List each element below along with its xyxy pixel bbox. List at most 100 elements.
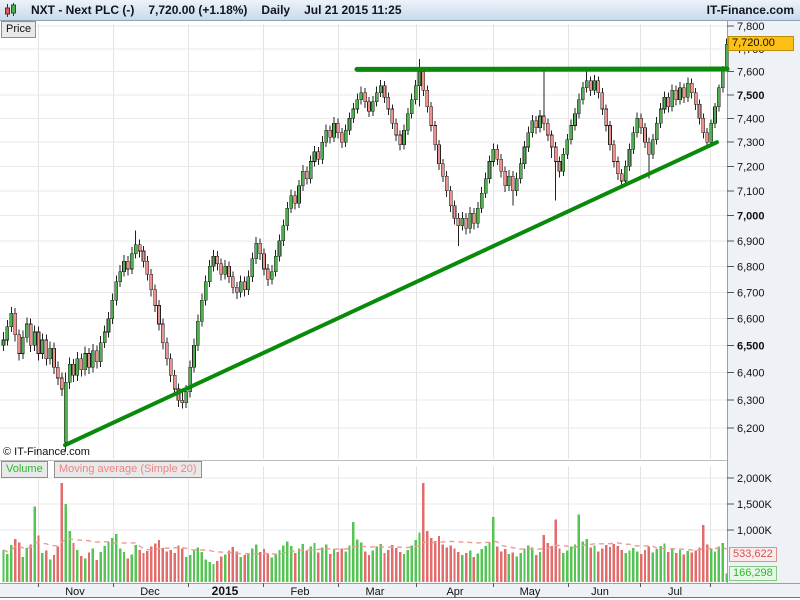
volume-bar xyxy=(437,536,441,582)
volume-bar xyxy=(126,558,130,582)
volume-bar xyxy=(671,548,674,582)
volume-bar xyxy=(359,542,363,582)
candle-body xyxy=(464,217,468,229)
candle-body xyxy=(281,225,286,242)
volume-bar xyxy=(391,545,394,582)
volume-bar xyxy=(41,552,44,582)
volume-bar xyxy=(157,539,161,582)
volume-bar xyxy=(449,545,452,582)
volume-bar xyxy=(597,551,600,582)
volume-bar xyxy=(6,553,9,582)
volume-bar xyxy=(278,549,281,582)
candle-body xyxy=(581,87,585,100)
candle-body xyxy=(709,122,713,143)
candle-body xyxy=(133,244,138,254)
candle-body xyxy=(546,122,550,136)
candle-body xyxy=(697,103,702,119)
candle-body xyxy=(203,281,208,301)
volume-bar xyxy=(402,553,406,582)
volume-bar xyxy=(694,550,697,582)
volume-bar xyxy=(146,550,149,582)
candle-body xyxy=(705,132,710,143)
volume-tick-label: 1,000K xyxy=(737,525,773,537)
candle-body xyxy=(479,193,484,209)
volume-bar xyxy=(258,551,262,582)
candle-body xyxy=(48,347,52,360)
candle-body xyxy=(56,366,60,379)
month-label: Jul xyxy=(668,586,682,598)
candle-body xyxy=(666,96,671,107)
candle-body xyxy=(713,106,717,124)
volume-bar xyxy=(208,562,211,582)
candle-body xyxy=(514,178,519,192)
volume-bar xyxy=(336,551,340,582)
candle-body xyxy=(577,99,581,114)
candle-body xyxy=(444,175,449,192)
volume-bar xyxy=(83,558,87,582)
volume-bar xyxy=(484,546,487,582)
volume-bar xyxy=(56,546,60,582)
candle-body xyxy=(219,263,224,275)
price-pane-tab[interactable]: Price xyxy=(1,21,37,38)
candle-body xyxy=(184,391,189,404)
price-tick-label: 6,600 xyxy=(737,314,765,326)
candle-body xyxy=(238,281,243,293)
volume-bar xyxy=(492,517,495,582)
price-tick-label: 7,300 xyxy=(737,137,765,149)
candle-body xyxy=(600,92,605,110)
volume-bar xyxy=(216,561,219,582)
volume-bar xyxy=(554,519,557,582)
candle-body xyxy=(596,80,601,93)
candle-body xyxy=(584,80,589,89)
candle-body xyxy=(312,151,317,162)
candle-body xyxy=(277,240,282,257)
volume-bar xyxy=(91,548,95,582)
month-label: Nov xyxy=(65,586,85,598)
candle-body xyxy=(308,161,313,179)
candle-body xyxy=(137,244,142,252)
volume-bar xyxy=(379,544,382,582)
candle-body xyxy=(67,364,72,383)
candle-body xyxy=(231,276,235,288)
timeframe-label: Daily xyxy=(261,3,291,17)
candle-body xyxy=(499,158,503,172)
candle-body xyxy=(592,80,597,91)
candle-body xyxy=(413,85,418,100)
candle-body xyxy=(522,146,527,165)
volume-bar xyxy=(534,554,538,582)
volume-bar xyxy=(515,556,518,582)
volume-bar xyxy=(663,543,666,582)
volume-bar xyxy=(472,557,476,582)
volume-bar xyxy=(297,548,301,582)
candle-body xyxy=(106,318,111,333)
candle-body xyxy=(36,331,41,354)
volume-bar xyxy=(352,522,355,582)
candle-body xyxy=(40,339,45,354)
volume-indicator-tab[interactable]: Volume xyxy=(1,461,48,478)
candle-body xyxy=(83,353,87,371)
moving-average-indicator-tab[interactable]: Moving average (Simple 20) xyxy=(54,461,202,478)
volume-bar xyxy=(632,548,635,582)
candle-body xyxy=(242,281,247,291)
volume-bar xyxy=(682,554,686,582)
candle-body xyxy=(269,271,274,280)
candle-body xyxy=(9,313,14,327)
volume-bar xyxy=(569,546,573,582)
candle-body xyxy=(324,129,329,143)
price-tick-label: 7,100 xyxy=(737,186,765,198)
volume-bar xyxy=(13,538,17,582)
volume-bar xyxy=(519,552,522,582)
candle-body xyxy=(573,113,577,126)
month-label: 2015 xyxy=(212,584,239,598)
price-tick-label: 6,400 xyxy=(737,368,765,380)
candle-body xyxy=(13,313,17,335)
candle-body xyxy=(472,212,476,224)
candle-body xyxy=(102,331,107,343)
volume-bar xyxy=(426,531,429,582)
volume-bar xyxy=(161,548,165,582)
volume-bar xyxy=(48,559,52,582)
candle-body xyxy=(91,350,95,368)
brand-link[interactable]: IT-Finance.com xyxy=(706,3,794,17)
candle-body xyxy=(491,149,496,162)
